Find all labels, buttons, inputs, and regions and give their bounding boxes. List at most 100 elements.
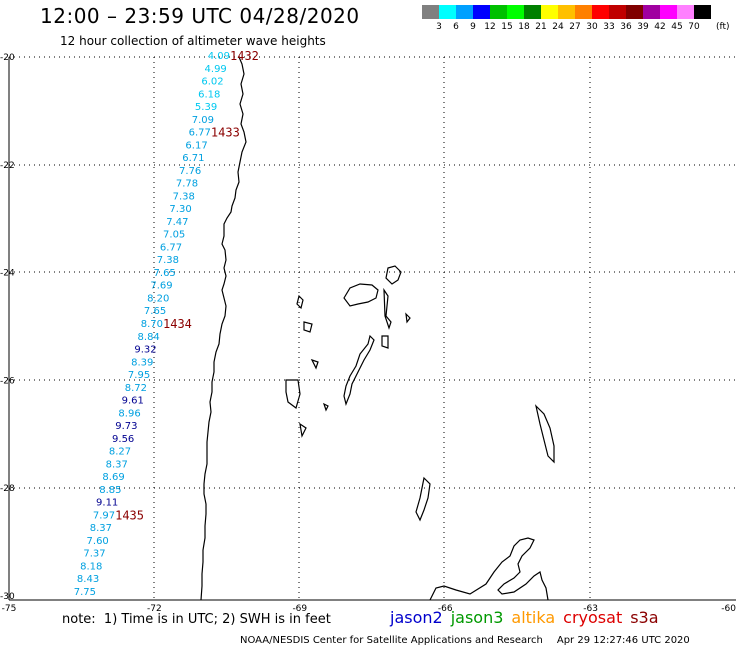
longitude-label: -63 (583, 604, 598, 614)
pass-time-labels: 1432 1433 1434 1435 (115, 49, 259, 522)
wave-height-value: 8.72 (125, 383, 147, 394)
wave-height-value: 9.73 (115, 421, 137, 432)
colorbar-swatch (660, 5, 677, 19)
colorbar-swatch (490, 5, 507, 19)
colorbar-label: 6 (453, 22, 459, 32)
colorbar-swatch (439, 5, 456, 19)
colorbar-label: 15 (501, 22, 513, 32)
wave-height-value: 9.11 (96, 498, 118, 509)
lake-island-14 (415, 476, 431, 522)
lake-island-8 (381, 335, 389, 349)
wave-height-value: 7.65 (154, 268, 176, 279)
colorbar-label: 27 (569, 22, 581, 32)
latitude-label: -20 (0, 53, 15, 63)
colorbar-swatch (694, 5, 711, 19)
usage-note: note: 1) Time is in UTC; 2) SWH is in fe… (62, 612, 331, 627)
lake-island-4 (296, 294, 304, 310)
wave-height-value: 6.77 (160, 242, 182, 253)
latitude-label: -24 (0, 269, 15, 279)
wave-height-value: 9.56 (112, 434, 134, 445)
colorbar-label: 42 (654, 22, 666, 32)
lake-island-1 (385, 265, 402, 285)
longitude-label: -72 (147, 604, 162, 614)
wave-height-value: 8.27 (109, 447, 131, 458)
wave-height-value: 5.39 (195, 102, 217, 113)
pass-time-label: 1434 (163, 317, 192, 331)
wave-height-value: 8.69 (102, 472, 124, 483)
generated-timestamp: Apr 29 12:27:46 UTC 2020 (556, 635, 690, 646)
wave-height-value: 7.38 (157, 255, 179, 266)
latitude-label: -26 (0, 376, 15, 386)
colorbar-label: 36 (620, 22, 632, 32)
colorbar-label: 39 (637, 22, 649, 32)
wave-height-value: 8.96 (118, 408, 140, 419)
coastline (200, 56, 555, 601)
map-title: 12:00 – 23:59 UTC 04/28/2020 (40, 4, 360, 28)
wave-height-value: 7.60 (87, 536, 109, 547)
wave-height-value: 8.84 (138, 332, 160, 343)
wave-height-value: 8.37 (90, 523, 112, 534)
graticule (9, 56, 736, 600)
lake-island-5 (303, 321, 313, 333)
colorbar-swatch (456, 5, 473, 19)
colorbar-swatch (422, 5, 439, 19)
colorbar-label: 9 (470, 22, 476, 32)
map-subtitle: 12 hour collection of altimeter wave hei… (60, 34, 326, 48)
lake-island-11 (322, 402, 329, 412)
colorbar-swatch (609, 5, 626, 19)
lake-island-12 (299, 422, 307, 438)
wave-height-value: 7.05 (163, 230, 185, 241)
longitude-label: -66 (438, 604, 453, 614)
lake-island-2 (343, 283, 379, 307)
pass-time-label: 1433 (211, 126, 240, 140)
wave-height-value: 6.18 (198, 89, 220, 100)
lake-island-3 (383, 287, 392, 330)
wave-height-value: 9.61 (122, 396, 144, 407)
latitude-label: -28 (0, 484, 15, 494)
wave-height-value: 8.70 (141, 319, 163, 330)
colorbar-swatch (524, 5, 541, 19)
lake-island-7 (343, 334, 375, 406)
satellite-legend-item: altika (511, 608, 556, 627)
wave-height-value: 7.09 (192, 115, 214, 126)
wave-height-value: 8.18 (80, 562, 102, 573)
latitude-label: -22 (0, 161, 15, 171)
colorbar-label: 70 (688, 22, 700, 32)
colorbar-swatch (558, 5, 575, 19)
wave-height-value: 8.39 (131, 357, 153, 368)
longitude-label: -60 (721, 604, 736, 614)
satellite-legend-item: jason3 (450, 608, 504, 627)
map-frame (8, 57, 736, 601)
colorbar-swatch (677, 5, 694, 19)
wave-height-value: 7.76 (179, 166, 201, 177)
colorbar-label: 33 (603, 22, 615, 32)
wave-height-value: 7.75 (74, 587, 96, 598)
wave-height-value: 8.20 (147, 294, 169, 305)
credit-text: NOAA/NESDIS Center for Satellite Applica… (240, 635, 543, 646)
wave-height-value: 7.37 (83, 549, 105, 560)
lake-island-10 (285, 379, 301, 410)
colorbar-swatch (643, 5, 660, 19)
wave-height-value: 6.17 (185, 140, 207, 151)
colorbar-label: 21 (535, 22, 547, 32)
wave-height-value: 6.77 (189, 128, 211, 139)
latitude-label: -30 (0, 592, 15, 602)
coast-south (429, 537, 549, 601)
wave-height-value: 7.65 (144, 306, 166, 317)
satellite-legend: jason2 jason3 altika cryosat s3a (390, 608, 667, 627)
colorbar-swatch (541, 5, 558, 19)
wave-height-readings: 4.094.996.026.185.397.096.776.176.717.76… (74, 51, 230, 598)
satellite-legend-item: jason2 (390, 608, 443, 627)
colorbar-swatch (592, 5, 609, 19)
wave-height-value: 7.47 (166, 217, 188, 228)
wave-height-value: 6.02 (201, 77, 223, 88)
wave-height-value: 4.09 (208, 51, 230, 62)
wave-height-value: 7.97 (93, 510, 115, 521)
colorbar-swatch (626, 5, 643, 19)
colorbar-label: 12 (484, 22, 496, 32)
pass-time-label: 1435 (115, 508, 144, 522)
colorbar-label: 24 (552, 22, 564, 32)
wave-height-value: 7.38 (173, 191, 195, 202)
satellite-legend-item: s3a (630, 608, 659, 627)
